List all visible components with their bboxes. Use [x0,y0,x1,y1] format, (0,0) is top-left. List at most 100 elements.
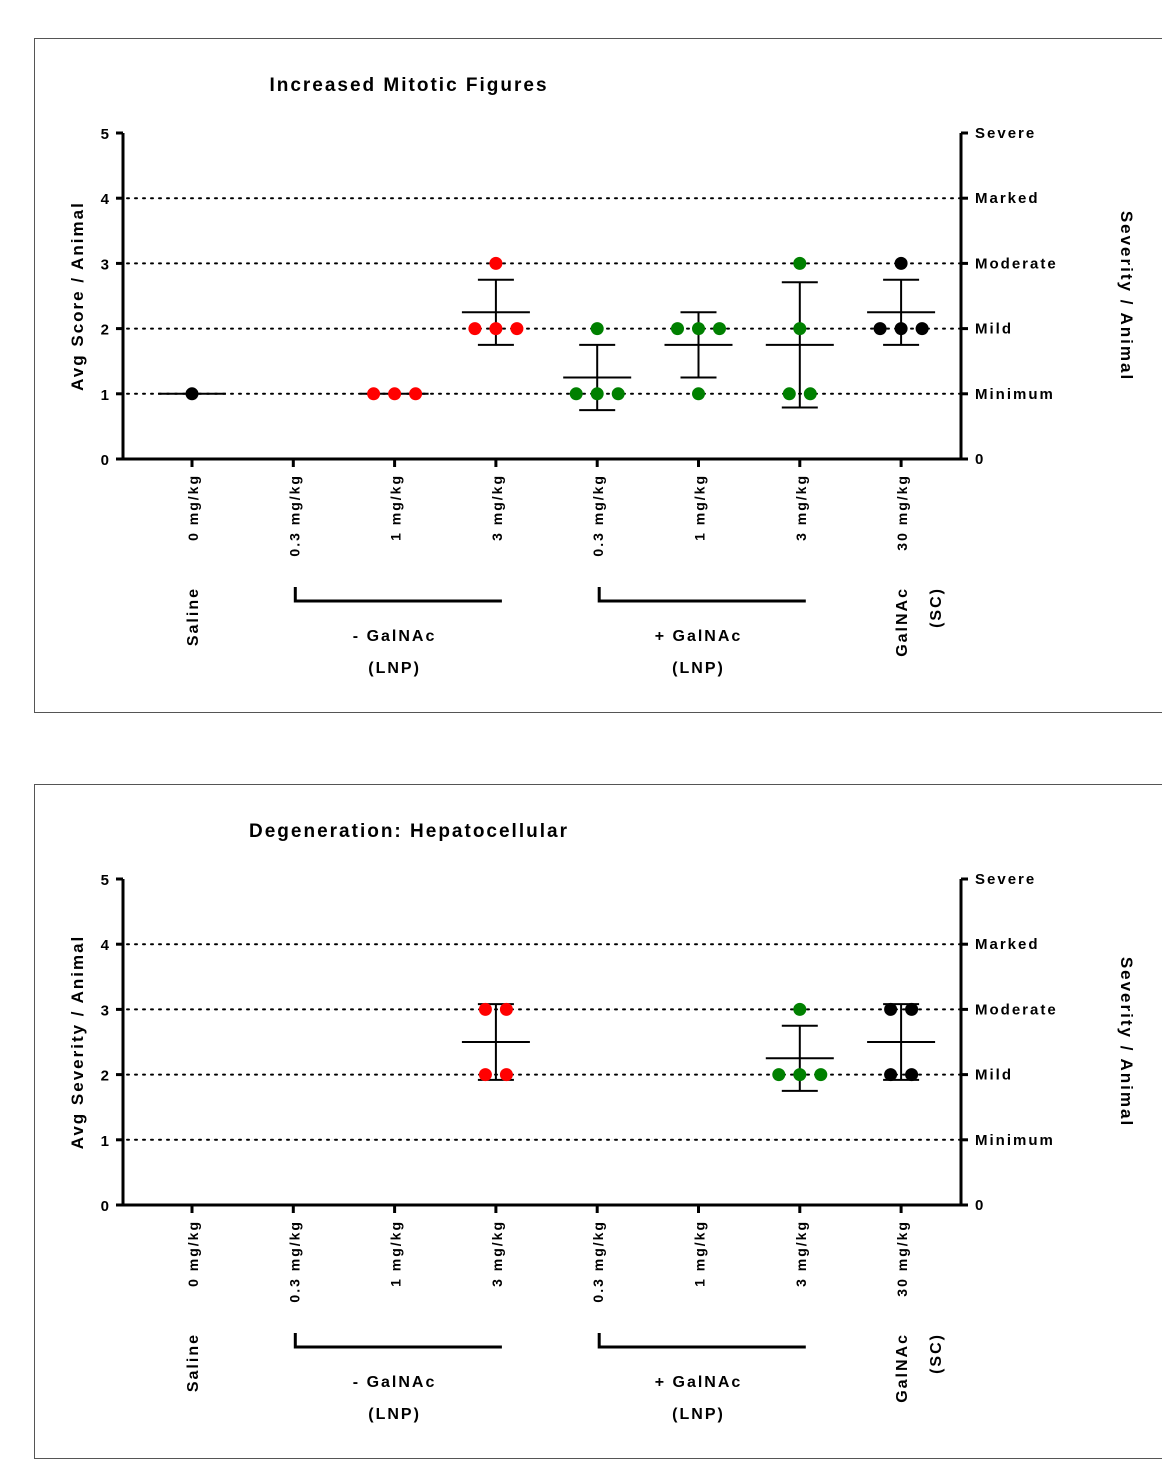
series-group [360,387,429,401]
data-point [772,1068,786,1082]
chart-title: Increased Mitotic Figures [269,75,548,96]
data-point [793,322,807,336]
x-tick-label: 3 mg/kg [489,474,505,541]
right-tick-label: Severe [975,125,1036,142]
data-point [905,1002,919,1016]
right-tick-label: Marked [975,190,1040,207]
data-point [489,322,503,336]
series-group [563,322,632,412]
group-bracket [293,587,502,603]
x-tick-label: 0 mg/kg [185,1220,201,1287]
plot-area: Degeneration: Hepatocellular 0 1 2 3 4 5 Severe… [68,821,1136,1423]
group-label-line2: (LNP) [672,660,725,677]
group-label-line2: (LNP) [368,1406,421,1423]
x-tick-label: 1 mg/kg [388,1220,404,1287]
data-point [894,322,908,336]
data-point [873,322,887,336]
y-axis-title-right: Severity / Animal [1117,957,1136,1127]
data-point [915,322,929,336]
y-axis-title-right: Severity / Animal [1117,211,1136,381]
data-point [611,387,625,401]
right-tick-label: Mild [975,1067,1013,1084]
y-tick-label: 2 [101,322,109,339]
y-tick-label: 3 [101,256,109,273]
right-tick-label: Marked [975,936,1040,953]
x-tick-label: 30 mg/kg [894,474,910,551]
group-label-line2: (SC) [928,587,945,628]
data-point [367,387,381,401]
data-point [884,1068,898,1082]
y-tick-label: 5 [101,872,109,889]
right-tick-label: 0 [975,1197,985,1214]
y-tick-label: 2 [101,1068,109,1085]
series-group [867,1002,936,1082]
x-tick-label: 1 mg/kg [692,474,708,541]
right-tick-label: 0 [975,451,985,468]
data-point [409,387,423,401]
x-tick-label: 3 mg/kg [489,1220,505,1287]
data-point [692,387,705,401]
data-point [569,387,583,401]
series-group [461,256,530,346]
data-point [713,322,726,336]
group-bracket [597,1333,806,1349]
group-label: Saline [185,587,202,646]
series-group [765,256,834,409]
chart-panel-hepatocellular-degeneration: Degeneration: Hepatocellular 0 1 2 3 4 5 Severe… [34,784,1162,1459]
group-label: Saline [185,1333,202,1392]
x-tick-label: 0.3 mg/kg [590,1220,606,1303]
data-point [692,322,705,336]
y-tick-label: 3 [101,1002,109,1019]
group-bracket [293,1333,502,1349]
group-label: GalNAc [894,587,911,657]
chart-title: Degeneration: Hepatocellular [249,821,569,842]
series-group [664,311,733,401]
data-point [590,387,604,401]
series-group [158,387,226,401]
x-tick-label: 0.3 mg/kg [286,474,302,557]
right-tick-label: Moderate [975,1001,1058,1018]
data-point [388,387,402,401]
y-tick-label: 1 [101,387,109,404]
right-tick-label: Minimum [975,1132,1055,1149]
y-tick-label: 5 [101,126,109,143]
data-point [884,1002,898,1016]
data-point [499,1002,513,1016]
data-point [590,322,604,336]
group-label: GalNAc [894,1333,911,1403]
data-point [782,387,796,401]
data-point [671,322,684,336]
x-tick-label: 0.3 mg/kg [286,1220,302,1303]
data-point [793,1068,807,1082]
group-label: + GalNAc [655,1374,743,1391]
data-point [793,256,807,270]
y-axis-title: Avg Severity / Animal [68,935,87,1150]
group-label: + GalNAc [655,628,743,645]
data-point [905,1068,919,1082]
x-tick-label: 1 mg/kg [692,1220,708,1287]
y-tick-label: 4 [101,191,110,208]
data-point [814,1068,828,1082]
chart-hepatocellular-degeneration: Degeneration: Hepatocellular 0 1 2 3 4 5 Severe… [68,821,1136,1423]
group-bracket [597,587,806,603]
right-tick-label: Minimum [975,386,1055,403]
series-group [765,1002,834,1092]
data-point [894,256,908,270]
right-tick-label: Severe [975,871,1036,888]
x-tick-label: 3 mg/kg [793,474,809,541]
y-tick-label: 0 [101,452,109,469]
right-tick-label: Mild [975,321,1013,338]
data-point [468,322,482,336]
x-tick-label: 0.3 mg/kg [590,474,606,557]
x-tick-label: 0 mg/kg [185,474,201,541]
x-tick-label: 1 mg/kg [388,474,404,541]
chart-panel-mitotic-figures: Increased Mitotic Figures 0 1 2 3 4 5 Severe Mar… [34,38,1162,713]
series-group [461,1002,530,1082]
data-point [478,1068,492,1082]
group-label-line2: (LNP) [368,660,421,677]
chart-mitotic-figures: Increased Mitotic Figures 0 1 2 3 4 5 Severe Mar… [68,75,1136,677]
y-tick-label: 0 [101,1198,109,1215]
x-tick-label: 3 mg/kg [793,1220,809,1287]
right-tick-label: Moderate [975,255,1058,272]
y-axis-title: Avg Score / Animal [68,201,87,391]
